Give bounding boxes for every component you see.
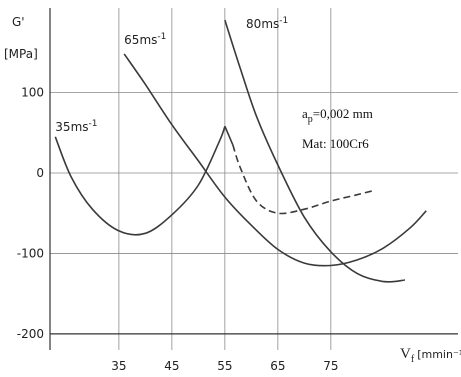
x-axis-symbol: V: [400, 346, 411, 362]
grid: [49, 8, 458, 350]
series-label-1: 65ms-1: [124, 32, 166, 47]
annotation-param-symbol: a: [302, 106, 308, 121]
x-tick-label-2: 55: [217, 359, 232, 373]
annotation-param-subscript: p: [308, 114, 313, 125]
y-tick-label-1: 0: [36, 166, 44, 180]
y-tick-label-3: -200: [17, 327, 44, 341]
y-axis-symbol: G': [12, 15, 25, 29]
x-tick-label-3: 65: [270, 359, 285, 373]
series-line-4: [232, 144, 374, 215]
y-tick-label-2: -100: [17, 246, 44, 260]
annotation-param: ap=0,002 mm: [302, 106, 373, 125]
x-axis-title: Vf[mmin⁻¹]: [400, 346, 461, 365]
annotation-material: Mat: 100Cr6: [302, 136, 369, 151]
series-label-2: 80ms-1: [246, 16, 288, 31]
x-axis-unit: [mmin⁻¹]: [417, 348, 461, 361]
y-axis-unit: [MPa]: [4, 47, 38, 61]
x-tick-label-4: 75: [323, 359, 338, 373]
series-curves: [54, 19, 427, 283]
series-line-1: [123, 53, 427, 267]
series-label-0: 35ms-1: [55, 119, 97, 134]
series-labels: 35ms-1 65ms-1 80ms-1: [55, 16, 288, 134]
x-tick-label-0: 35: [111, 359, 126, 373]
x-axis-subscript: f: [411, 354, 415, 365]
annotation-param-value: =0,002 mm: [313, 106, 373, 121]
series-line-0: [54, 126, 226, 236]
series-line-3: [224, 125, 234, 146]
x-tick-label-1: 45: [164, 359, 179, 373]
series-line-2: [224, 19, 406, 283]
tick-labels: 35 45 55 65 75 100 0 -100 -200: [17, 85, 339, 373]
y-tick-label-0: 100: [21, 85, 44, 99]
